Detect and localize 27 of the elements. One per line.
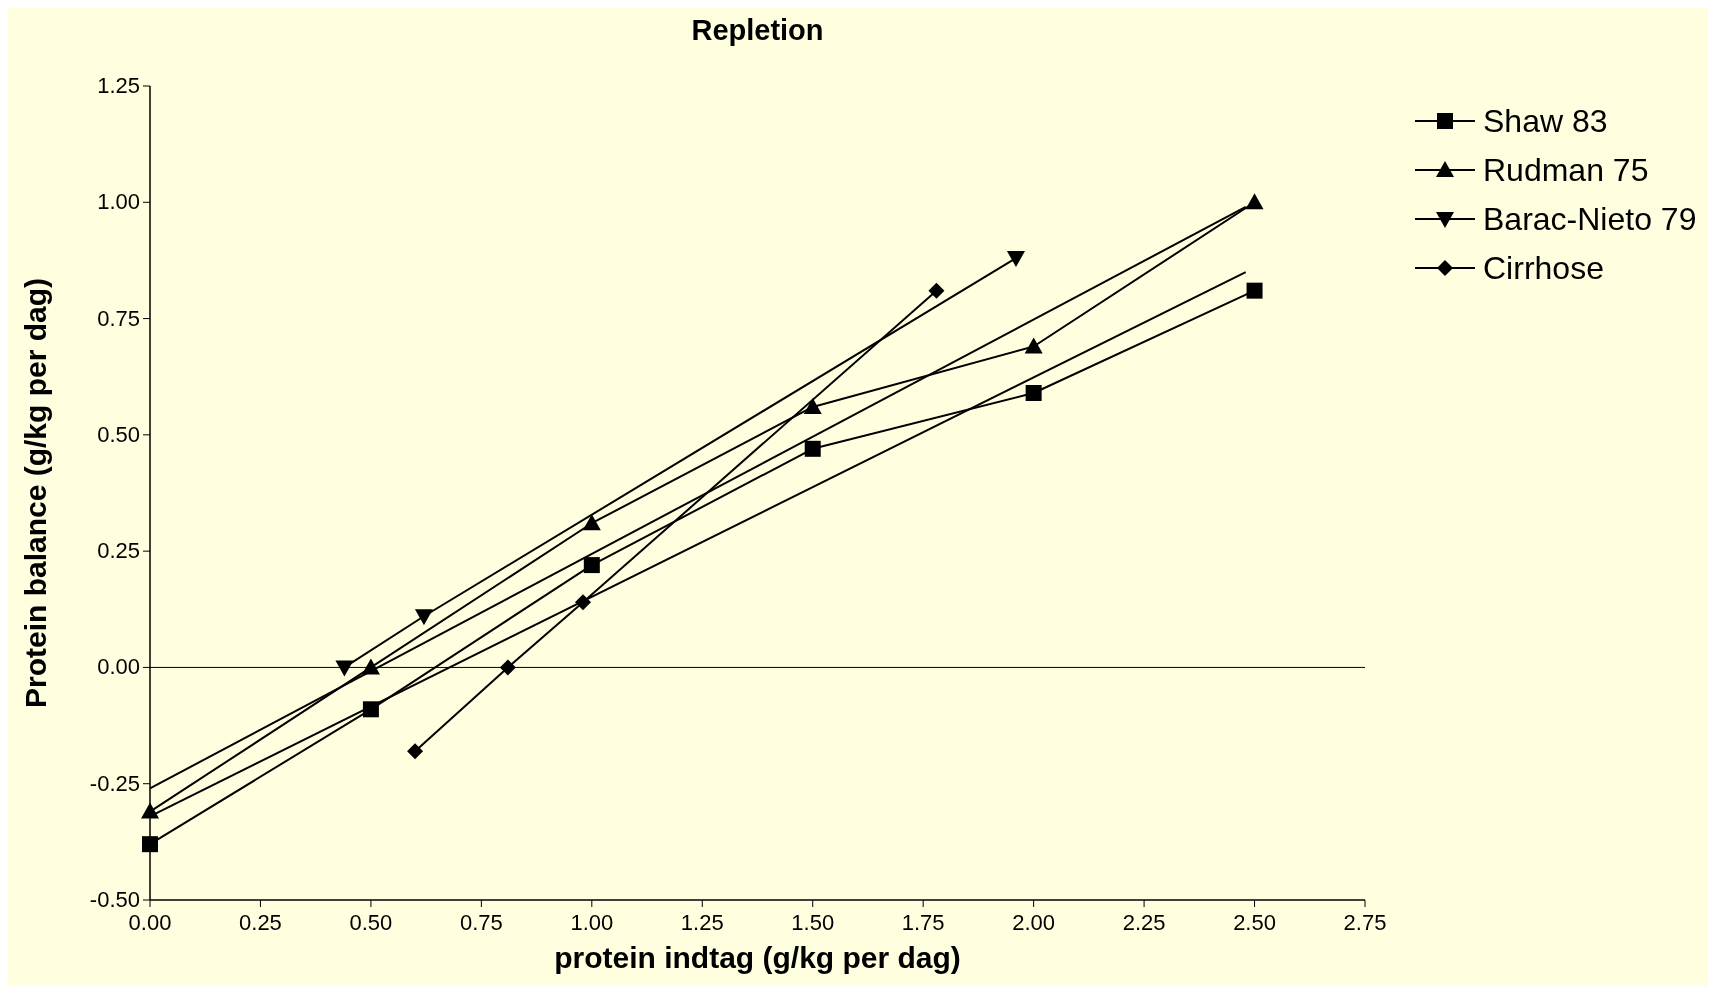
legend-label: Cirrhose (1483, 250, 1604, 286)
y-tick-label: 0.50 (97, 421, 140, 447)
x-tick-label: 1.75 (901, 910, 945, 935)
x-tick-label: 1.00 (570, 910, 614, 935)
chart-title: Repletion (691, 14, 824, 46)
x-tick-label: 0.00 (128, 910, 172, 935)
x-tick-label: 0.75 (459, 910, 503, 935)
y-tick-label: 0.75 (97, 305, 140, 331)
x-tick-label: 1.25 (680, 910, 724, 935)
y-tick-label: -0.25 (89, 770, 140, 796)
y-axis-title: Protein balance (g/kg per dag) (19, 277, 52, 709)
x-tick-label: 2.75 (1343, 910, 1387, 935)
x-tick-label: 2.25 (1122, 910, 1166, 935)
x-tick-label: 2.50 (1233, 910, 1276, 935)
y-tick-label: -0.50 (89, 887, 140, 912)
x-axis-title: protein indtag (g/kg per dag) (554, 941, 961, 974)
legend-label: Rudman 75 (1483, 152, 1649, 188)
legend-label: Shaw 83 (1483, 103, 1608, 139)
x-tick-label: 0.50 (349, 910, 393, 935)
legend-label: Barac-Nieto 79 (1483, 201, 1697, 237)
x-tick-label: 0.25 (239, 910, 282, 935)
y-tick-label: 0.25 (97, 538, 140, 564)
x-tick-label: 2.00 (1012, 910, 1056, 935)
y-tick-label: 1.25 (97, 73, 140, 98)
y-tick-label: 0.00 (97, 654, 140, 680)
x-tick-label: 1.50 (791, 910, 835, 935)
y-tick-label: 1.00 (97, 189, 140, 215)
